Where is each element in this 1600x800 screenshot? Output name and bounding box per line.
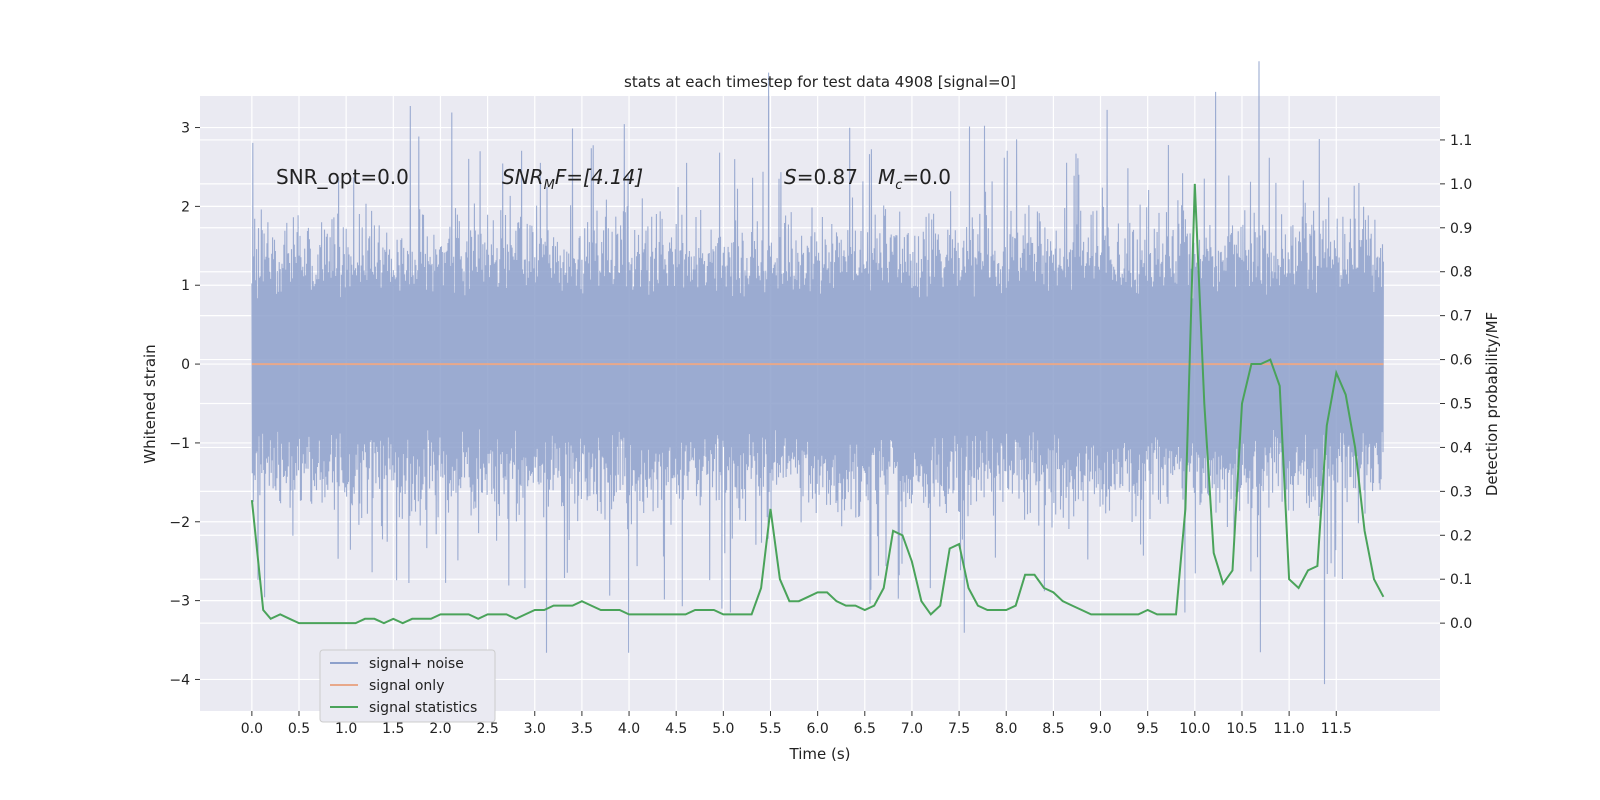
y-tick-label: 3	[181, 121, 190, 137]
x-tick-label: 7.0	[901, 721, 923, 737]
x-tick-label: 4.0	[618, 721, 640, 737]
x-tick-label: 4.5	[665, 721, 687, 737]
x-tick-label: 0.5	[288, 721, 310, 737]
y-tick-label: −1	[169, 436, 190, 452]
y-right-tick-label: 0.2	[1450, 528, 1472, 544]
legend-label-signal-statistics: signal statistics	[369, 700, 477, 716]
x-tick-label: 8.0	[995, 721, 1017, 737]
y-right-tick-label: 0.6	[1450, 353, 1472, 369]
y-axis-ticks: 3 2 1 0 −1 −2 −3 −4	[169, 121, 200, 688]
annotation-mc-base: M	[878, 165, 895, 189]
y-right-tick-label: 0.8	[1450, 265, 1472, 281]
annotation-s-value: =0.87	[797, 165, 858, 189]
x-tick-label: 9.5	[1137, 721, 1159, 737]
x-tick-label: 7.5	[948, 721, 970, 737]
annotation-snr-opt: SNR_opt=0.0	[276, 165, 409, 189]
x-tick-label: 0.0	[241, 721, 263, 737]
y-right-tick-label: 1.1	[1450, 133, 1472, 149]
y-tick-label: −2	[169, 515, 190, 531]
legend-label-signal-only: signal only	[369, 678, 444, 694]
annotation-mc: Mc=0.0	[878, 165, 951, 193]
y-right-tick-label: 0.9	[1450, 221, 1472, 237]
y-tick-label: −3	[169, 594, 190, 610]
x-tick-label: 6.5	[854, 721, 876, 737]
x-tick-label: 6.0	[807, 721, 829, 737]
y-right-axis-label: Detection probability/MF	[1483, 312, 1501, 496]
y-tick-label: 0	[181, 357, 190, 373]
x-tick-label: 8.5	[1042, 721, 1064, 737]
legend: signal+ noise signal only signal statist…	[319, 649, 496, 723]
annotation-snr-mf-base: SNR	[502, 165, 544, 189]
series-group	[250, 61, 1385, 685]
y-right-tick-label: 0.7	[1450, 309, 1472, 325]
x-tick-label: 5.5	[759, 721, 781, 737]
y-right-tick-label: 0.1	[1450, 572, 1472, 588]
annotation-s: S=0.87	[784, 165, 858, 189]
annotation-mc-sub: c	[895, 178, 902, 193]
annotation-snr-mf-sub: M	[544, 178, 555, 193]
y-tick-label: −4	[169, 672, 190, 688]
annotation-mc-value: =0.0	[902, 165, 951, 189]
legend-box	[319, 649, 496, 723]
x-tick-label: 11.0	[1274, 721, 1305, 737]
x-tick-label: 10.5	[1226, 721, 1257, 737]
x-tick-label: 3.0	[524, 721, 546, 737]
series-signal-statistics-line	[250, 183, 1385, 625]
x-tick-label: 11.5	[1321, 721, 1352, 737]
series-signal-noise-line	[251, 61, 1384, 685]
annotation-s-label: S	[784, 165, 797, 189]
x-tick-label: 3.5	[571, 721, 593, 737]
x-tick-label: 10.0	[1179, 721, 1210, 737]
y-right-axis-ticks: 1.1 1.0 0.9 0.8 0.7 0.6 0.5 0.4 0.3 0.2 0.1 0.0	[1440, 133, 1472, 632]
y-right-tick-label: 0.4	[1450, 440, 1472, 456]
y-right-tick-label: 0.0	[1450, 616, 1472, 632]
y-right-tick-label: 0.3	[1450, 484, 1472, 500]
legend-label-signal-noise: signal+ noise	[369, 656, 464, 672]
x-tick-label: 2.5	[476, 721, 498, 737]
x-axis-label: Time (s)	[789, 745, 851, 763]
x-tick-label: 2.0	[429, 721, 451, 737]
y-tick-label: 2	[181, 199, 190, 215]
x-axis-ticks: 0.0 0.5 1.0 1.5 2.0 2.5 3.0 3.5 4.0 4.5 5.0 5.5 6.0 6…	[241, 711, 1352, 737]
x-tick-label: 9.0	[1089, 721, 1111, 737]
x-tick-label: 1.5	[382, 721, 404, 737]
annotation-snr-mf: SNRMF=[4.14]	[502, 165, 643, 193]
y-tick-label: 1	[181, 278, 190, 294]
chart-title: stats at each timestep for test data 490…	[624, 73, 1016, 91]
y-right-tick-label: 1.0	[1450, 177, 1472, 193]
y-right-tick-label: 0.5	[1450, 397, 1472, 413]
y-axis-label: Whitened strain	[141, 344, 159, 463]
x-tick-label: 1.0	[335, 721, 357, 737]
x-tick-label: 5.0	[712, 721, 734, 737]
annotation-snr-mf-rest: F=[4.14]	[555, 165, 643, 189]
